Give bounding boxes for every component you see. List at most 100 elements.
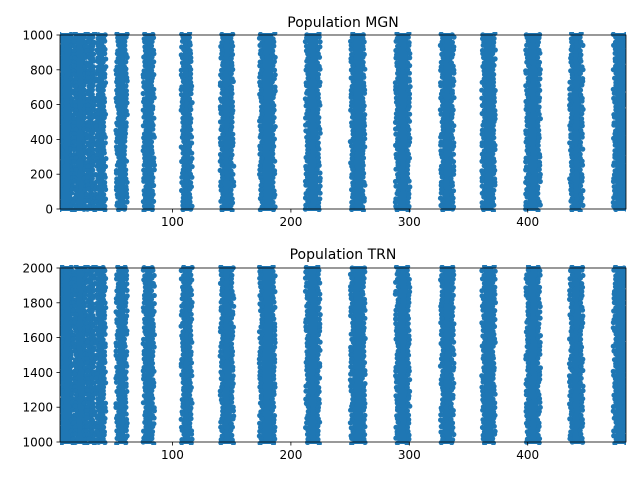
spike-point xyxy=(272,72,278,78)
spike-point xyxy=(141,188,147,194)
spike-point xyxy=(230,143,236,149)
spike-point xyxy=(578,412,584,418)
spike-point xyxy=(272,327,278,334)
spike-point xyxy=(569,420,575,426)
spike-point xyxy=(258,98,265,104)
spike-point xyxy=(405,315,411,322)
spike-point xyxy=(149,68,155,74)
spike-point xyxy=(230,329,236,335)
spike-point xyxy=(580,388,586,394)
spike-point xyxy=(304,143,310,149)
spike-point xyxy=(150,324,156,330)
spike-point xyxy=(305,376,311,382)
spike-point xyxy=(579,316,585,322)
spike-point xyxy=(114,288,120,294)
spike-point xyxy=(405,151,411,157)
spike-point xyxy=(303,265,309,270)
spike-point xyxy=(438,440,444,445)
spike-point xyxy=(231,179,237,185)
spike-point xyxy=(450,268,456,274)
spike-point xyxy=(524,413,530,419)
spike-point xyxy=(535,142,541,149)
spike-point xyxy=(179,440,185,445)
spike-point xyxy=(113,401,119,407)
spike-point xyxy=(230,324,236,330)
spike-point xyxy=(149,78,155,84)
spike-point xyxy=(314,380,320,386)
burst-core xyxy=(397,266,409,444)
spike-point xyxy=(314,391,320,398)
burst-core xyxy=(61,33,73,211)
spike-point xyxy=(360,162,366,168)
spike-point xyxy=(142,63,148,69)
spike-point xyxy=(350,323,356,330)
spike-point xyxy=(269,396,275,402)
spike-point xyxy=(95,276,101,282)
x-tick-label: 400 xyxy=(516,448,539,462)
spike-point xyxy=(271,376,277,382)
spike-point xyxy=(439,119,445,125)
spike-point xyxy=(101,375,107,382)
spike-point xyxy=(348,371,354,377)
spike-point xyxy=(116,110,122,117)
spike-point xyxy=(101,191,107,198)
spike-point xyxy=(95,50,102,56)
spike-point xyxy=(568,55,574,61)
axes-frame xyxy=(59,267,627,443)
spike-point xyxy=(523,167,529,173)
spike-point xyxy=(219,359,225,365)
burst-core xyxy=(182,33,191,211)
spike-point xyxy=(86,115,92,121)
spike-point xyxy=(316,115,322,121)
y-tick-label: 1600 xyxy=(22,331,53,345)
spike-point xyxy=(90,404,97,410)
spike-point xyxy=(116,408,122,415)
spike-point xyxy=(611,162,617,168)
spike-point xyxy=(189,150,195,156)
spike-point xyxy=(121,115,127,121)
spike-point xyxy=(481,83,488,89)
spike-point xyxy=(228,315,235,321)
spike-point xyxy=(95,43,101,49)
spike-point xyxy=(141,135,147,141)
spike-point xyxy=(181,163,187,169)
spike-point xyxy=(566,361,573,367)
spike-point xyxy=(228,127,234,133)
spike-point xyxy=(150,353,156,359)
spike-point xyxy=(219,315,225,322)
spike-point xyxy=(305,150,311,156)
spike-point xyxy=(536,347,543,353)
spike-point xyxy=(348,383,354,389)
spike-point xyxy=(257,424,264,430)
spike-point xyxy=(577,331,584,338)
spike-point xyxy=(490,151,496,157)
spike-point xyxy=(492,300,498,306)
spike-point xyxy=(228,94,234,101)
spike-point xyxy=(579,267,585,273)
burst-band-10 xyxy=(347,265,368,445)
spike-point xyxy=(95,304,102,310)
spike-point xyxy=(350,327,356,333)
spike-point xyxy=(348,103,355,109)
spike-point xyxy=(259,178,265,184)
spike-point xyxy=(187,186,193,192)
spike-point xyxy=(178,92,185,98)
spike-point xyxy=(82,295,88,301)
spike-point xyxy=(60,400,64,406)
spike-point xyxy=(450,412,456,418)
spike-point xyxy=(122,134,128,140)
spike-point xyxy=(142,296,148,302)
spike-point xyxy=(450,407,456,414)
spike-point xyxy=(303,182,309,188)
spike-point xyxy=(102,352,108,359)
spike-point xyxy=(535,63,542,69)
burst-core xyxy=(182,266,191,444)
spike-point xyxy=(231,163,237,169)
spike-point xyxy=(611,90,617,96)
spike-point xyxy=(450,367,456,373)
spike-point xyxy=(406,178,412,184)
spike-point xyxy=(86,38,92,45)
spike-point xyxy=(71,344,77,350)
spike-point xyxy=(143,404,149,411)
spike-point xyxy=(142,44,148,50)
